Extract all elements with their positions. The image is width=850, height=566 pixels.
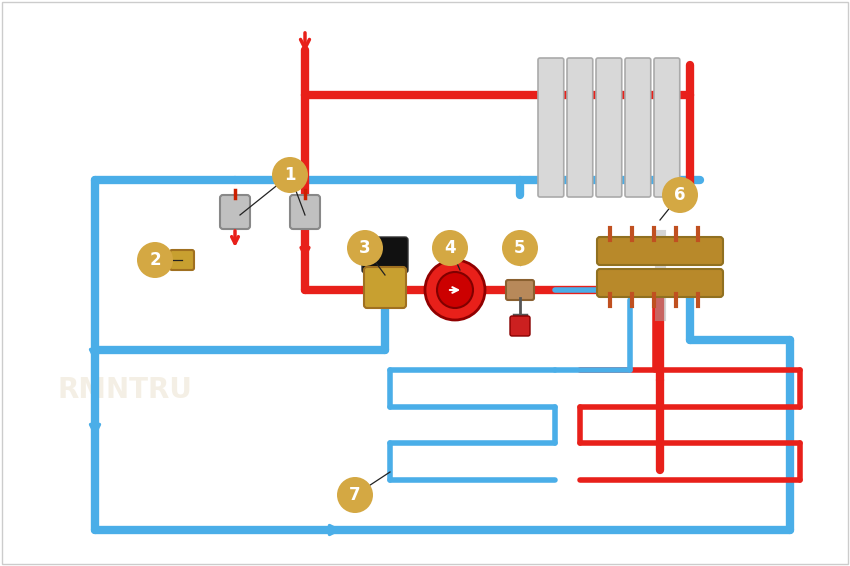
- Text: 2: 2: [150, 251, 161, 269]
- FancyBboxPatch shape: [506, 280, 534, 300]
- FancyBboxPatch shape: [567, 58, 592, 197]
- Text: 4: 4: [445, 239, 456, 257]
- Circle shape: [502, 230, 538, 266]
- FancyBboxPatch shape: [654, 58, 680, 197]
- Circle shape: [272, 157, 308, 193]
- FancyBboxPatch shape: [538, 58, 564, 197]
- Circle shape: [425, 260, 485, 320]
- Circle shape: [662, 177, 698, 213]
- Text: 5: 5: [514, 239, 526, 257]
- FancyBboxPatch shape: [510, 316, 530, 336]
- FancyBboxPatch shape: [596, 58, 621, 197]
- Circle shape: [337, 477, 373, 513]
- Circle shape: [347, 230, 383, 266]
- Text: 3: 3: [360, 239, 371, 257]
- Circle shape: [432, 230, 468, 266]
- FancyBboxPatch shape: [220, 195, 250, 229]
- Circle shape: [137, 242, 173, 278]
- Text: 1: 1: [284, 166, 296, 184]
- FancyBboxPatch shape: [364, 267, 406, 308]
- FancyBboxPatch shape: [170, 250, 194, 270]
- FancyBboxPatch shape: [597, 269, 723, 297]
- FancyBboxPatch shape: [362, 237, 408, 273]
- Text: 6: 6: [674, 186, 686, 204]
- FancyBboxPatch shape: [597, 237, 723, 265]
- FancyBboxPatch shape: [290, 195, 320, 229]
- FancyBboxPatch shape: [625, 58, 651, 197]
- Text: 7: 7: [349, 486, 360, 504]
- Text: RMNTRU: RMNTRU: [58, 376, 192, 404]
- Circle shape: [437, 272, 473, 308]
